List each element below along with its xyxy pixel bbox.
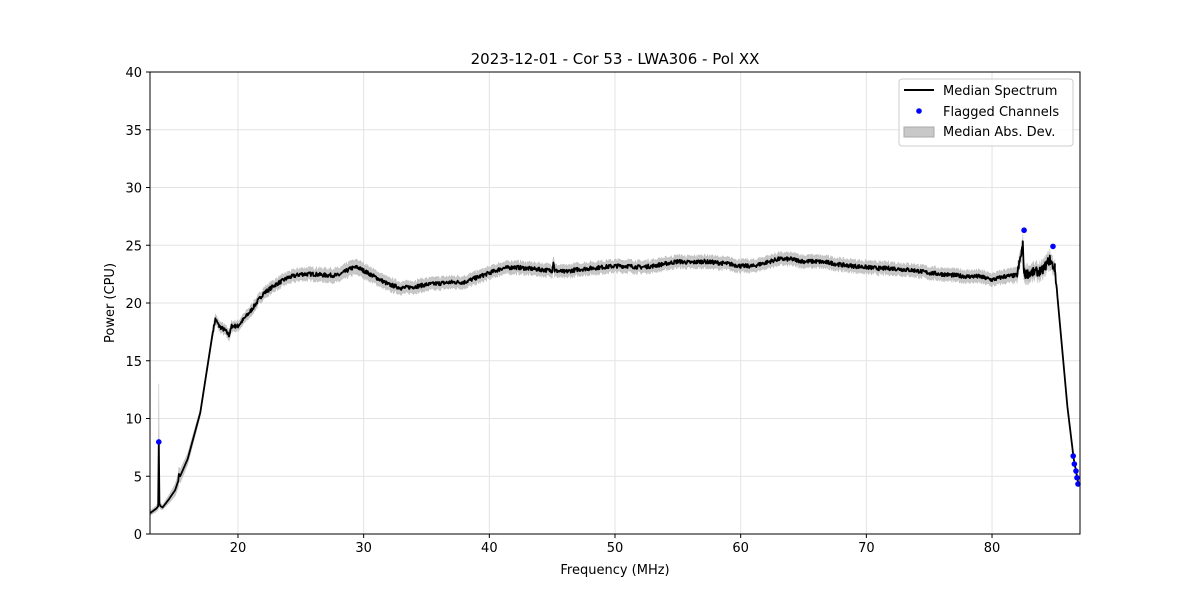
y-tick-label: 30	[125, 182, 142, 197]
flagged-channel-point	[1073, 468, 1079, 474]
x-axis-label: Frequency (MHz)	[560, 563, 669, 578]
flagged-channel-point	[155, 439, 162, 445]
y-tick-label: 35	[125, 124, 142, 139]
y-tick-label: 5	[134, 470, 142, 485]
flagged-channel-point	[1075, 481, 1081, 487]
flagged-channel-point	[1021, 227, 1027, 234]
flagged-channel-point	[1074, 474, 1080, 481]
x-tick-label: 20	[230, 541, 247, 556]
legend: Median Spectrum Flagged Channels Median …	[898, 78, 1074, 147]
flagged-points-group	[155, 227, 1081, 487]
x-tick-label: 80	[984, 541, 1001, 556]
median-line-group	[149, 240, 1080, 514]
x-tick-label: 60	[732, 541, 749, 556]
y-tick-label: 20	[125, 297, 142, 312]
y-tick-label: 15	[125, 355, 142, 370]
y-axis: 0 5 10 15 20 25 30 35 40	[125, 66, 150, 543]
y-tick-label: 10	[125, 413, 142, 428]
x-tick-label: 40	[481, 541, 498, 556]
x-tick-label: 30	[355, 541, 372, 556]
y-tick-label: 40	[125, 66, 142, 81]
legend-flagged-label: Flagged Channels	[943, 105, 1059, 120]
legend-flagged-swatch	[916, 108, 922, 114]
chart-title: 2023-12-01 - Cor 53 - LWA306 - Pol XX	[471, 50, 760, 68]
x-tick-label: 50	[607, 541, 624, 556]
median-spectrum-line	[149, 240, 1080, 514]
legend-mad-label: Median Abs. Dev.	[943, 125, 1055, 140]
x-axis: 20 30 40 50 60 70 80	[230, 534, 1001, 556]
y-tick-label: 0	[134, 528, 142, 543]
legend-median-label: Median Spectrum	[943, 84, 1057, 99]
x-tick-label: 70	[858, 541, 875, 556]
legend-mad-swatch	[903, 126, 935, 138]
flagged-channel-point	[1070, 453, 1077, 459]
y-axis-label: Power (CPU)	[103, 263, 118, 343]
y-tick-label: 25	[125, 239, 142, 254]
flagged-channel-point	[1050, 243, 1056, 250]
legend-box	[898, 78, 1074, 147]
grid	[150, 71, 1080, 535]
flagged-channel-point	[1071, 461, 1078, 467]
